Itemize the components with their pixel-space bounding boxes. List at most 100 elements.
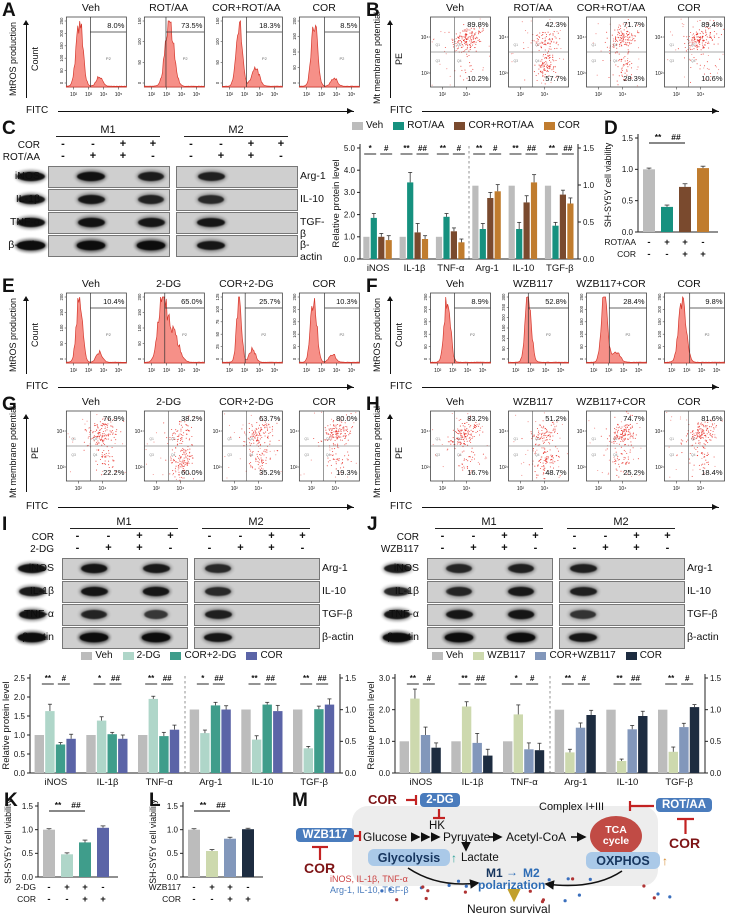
protein-band — [445, 610, 473, 619]
svg-text:10³: 10³ — [85, 92, 93, 98]
svg-text:+: + — [700, 249, 706, 260]
svg-text:0.0: 0.0 — [622, 228, 634, 237]
svg-text:**: ** — [148, 674, 155, 683]
svg-text:Q1: Q1 — [149, 437, 154, 441]
panel-e-mtros-histograms: E MtROS production Count FITC Veh 10.4% P2 200 1… — [0, 276, 364, 394]
svg-text:100: 100 — [214, 305, 219, 313]
svg-text:0.5: 0.5 — [22, 849, 34, 858]
svg-text:1.5: 1.5 — [167, 802, 179, 811]
svg-text:iNOS: iNOS — [44, 777, 67, 788]
svg-text:150: 150 — [59, 308, 64, 316]
svg-text:10.6%: 10.6% — [701, 74, 723, 83]
scatter-row: Veh Q1 Q2 Q3 Q4 89.8% 10.2% 10⁴ 10² 10² 10⁴ ROT/AA Q… — [418, 2, 726, 107]
svg-text:200: 200 — [59, 293, 64, 301]
svg-text:100: 100 — [137, 324, 142, 332]
legend-item: COR+ROT/AA — [454, 120, 534, 131]
svg-text:2.0: 2.0 — [379, 705, 391, 714]
protein-band — [204, 633, 232, 642]
svg-text:10²: 10² — [303, 92, 311, 98]
protein-band — [18, 633, 46, 642]
panel-label-i: I — [2, 514, 8, 535]
condition-symbol: + — [277, 138, 285, 150]
histogram-svg: 9.8% P2 250 200 150 100 50 0 10² 10³ 10⁴ 10⁵ — [657, 292, 725, 374]
svg-text:+: + — [64, 882, 70, 893]
condition-symbol: - — [75, 542, 80, 554]
svg-text:71.7%: 71.7% — [623, 20, 645, 29]
condition-symbol: - — [168, 542, 173, 554]
histogram-title: COR+2-DG — [219, 278, 274, 290]
svg-text:Q1: Q1 — [592, 437, 597, 441]
scatter-plot-4: COR Q1 Q2 Q3 Q4 81.6% 18.4% 10⁴ 10² 10² 10⁴ — [652, 396, 726, 501]
svg-text:#: # — [685, 674, 690, 683]
svg-text:Q2: Q2 — [691, 437, 696, 441]
protein-band — [138, 195, 164, 204]
scatter-plot-1: Veh Q1 Q2 Q3 Q4 89.8% 10.2% 10⁴ 10² 10² 10⁴ — [418, 2, 492, 107]
scatter-title: ROT/AA — [513, 2, 553, 14]
condition-symbol: + — [167, 530, 174, 542]
svg-text:10⁴: 10⁴ — [333, 368, 341, 374]
svg-text:10²: 10² — [655, 465, 663, 471]
protein-band — [18, 610, 46, 619]
condition-symbol: - — [279, 150, 283, 162]
histogram-title: COR+ROT/AA — [212, 2, 281, 14]
legend-swatch — [170, 651, 182, 660]
svg-text:200: 200 — [59, 29, 64, 37]
svg-text:P2: P2 — [705, 332, 711, 337]
condition-symbol: + — [247, 138, 255, 150]
svg-text:100: 100 — [292, 330, 297, 338]
condition-symbol: + — [532, 530, 539, 542]
svg-text:**: ** — [565, 674, 572, 683]
protein-band — [383, 610, 411, 619]
histogram-svg: 25.7% P2 125 100 75 50 25 0 10² 10³ 10⁴ 10⁵ — [214, 292, 283, 374]
histogram-svg: 8.9% P2 250 200 150 100 50 0 10² 10³ 10⁴ 10⁵ — [423, 292, 491, 374]
histogram-svg: 52.8% P2 300 250 200 150 100 50 0 10² 10³ 10⁴ 10⁵ — [501, 292, 569, 374]
svg-text:0.5: 0.5 — [622, 196, 634, 205]
svg-text:10²: 10² — [595, 92, 603, 98]
svg-text:10³: 10³ — [240, 92, 248, 98]
histogram-svg: 10.3% P2 250 200 150 100 50 0 10² 10³ 10⁴ 10⁵ — [292, 292, 361, 374]
svg-text:75: 75 — [214, 319, 219, 324]
blot-band-box — [19, 604, 230, 626]
svg-text:81.6%: 81.6% — [701, 414, 723, 423]
scatter-title: Veh — [81, 396, 100, 408]
histogram-title: Veh — [445, 278, 465, 290]
svg-text:iNOS: iNOS — [409, 777, 432, 788]
svg-text:**: ** — [410, 674, 417, 683]
svg-text:Q3: Q3 — [227, 453, 232, 457]
2dg-node: 2-DG — [420, 793, 460, 807]
scatter-svg: Q1 Q2 Q3 Q4 81.6% 18.4% 10⁴ 10² 10² 10⁴ — [655, 410, 725, 492]
svg-text:10²: 10² — [577, 465, 585, 471]
svg-text:P2: P2 — [340, 56, 346, 61]
legend-swatch — [81, 651, 93, 660]
svg-text:200: 200 — [423, 305, 428, 313]
blot-band-box — [384, 604, 594, 626]
protein-band — [18, 564, 46, 573]
scatter-title: COR — [312, 396, 336, 408]
svg-text:**: ** — [668, 674, 675, 683]
legend-item: Veh — [81, 650, 113, 661]
svg-text:Q1: Q1 — [670, 43, 675, 47]
svg-text:+: + — [82, 894, 88, 905]
svg-text:250: 250 — [292, 293, 297, 301]
svg-text:10³: 10³ — [449, 368, 457, 374]
panel-i-bar-chart: Veh 2-DG COR+2-DG COR 0.0 0.5 1.0 1.5 2.0 2.5 0.0 0… — [0, 648, 364, 790]
svg-text:Q4: Q4 — [457, 453, 462, 457]
svg-text:#: # — [62, 674, 67, 683]
protein-band — [507, 587, 535, 596]
svg-text:4.0: 4.0 — [344, 166, 356, 175]
svg-text:0: 0 — [579, 357, 584, 360]
svg-text:0.0: 0.0 — [710, 769, 722, 778]
svg-text:250: 250 — [579, 293, 584, 301]
svg-text:10²: 10² — [308, 486, 316, 492]
svg-text:#: # — [457, 144, 462, 153]
flow-hist-e-y-axis: MtROS production Count — [8, 290, 54, 382]
condition-row-label: COR — [396, 532, 419, 543]
flow-scatter-h-y-axis-sublabel: PE — [394, 447, 404, 460]
flow-scatter-b-y-axis-label: Mt membrane potential — [372, 11, 382, 104]
legend-label: COR+ROT/AA — [468, 120, 534, 131]
condition-symbol: + — [119, 150, 127, 162]
chart-legend: Veh WZB117 COR+WZB117 COR — [365, 648, 729, 663]
svg-text:##: ## — [163, 674, 172, 683]
svg-text:**: ** — [440, 144, 447, 153]
legend-swatch — [473, 651, 485, 660]
